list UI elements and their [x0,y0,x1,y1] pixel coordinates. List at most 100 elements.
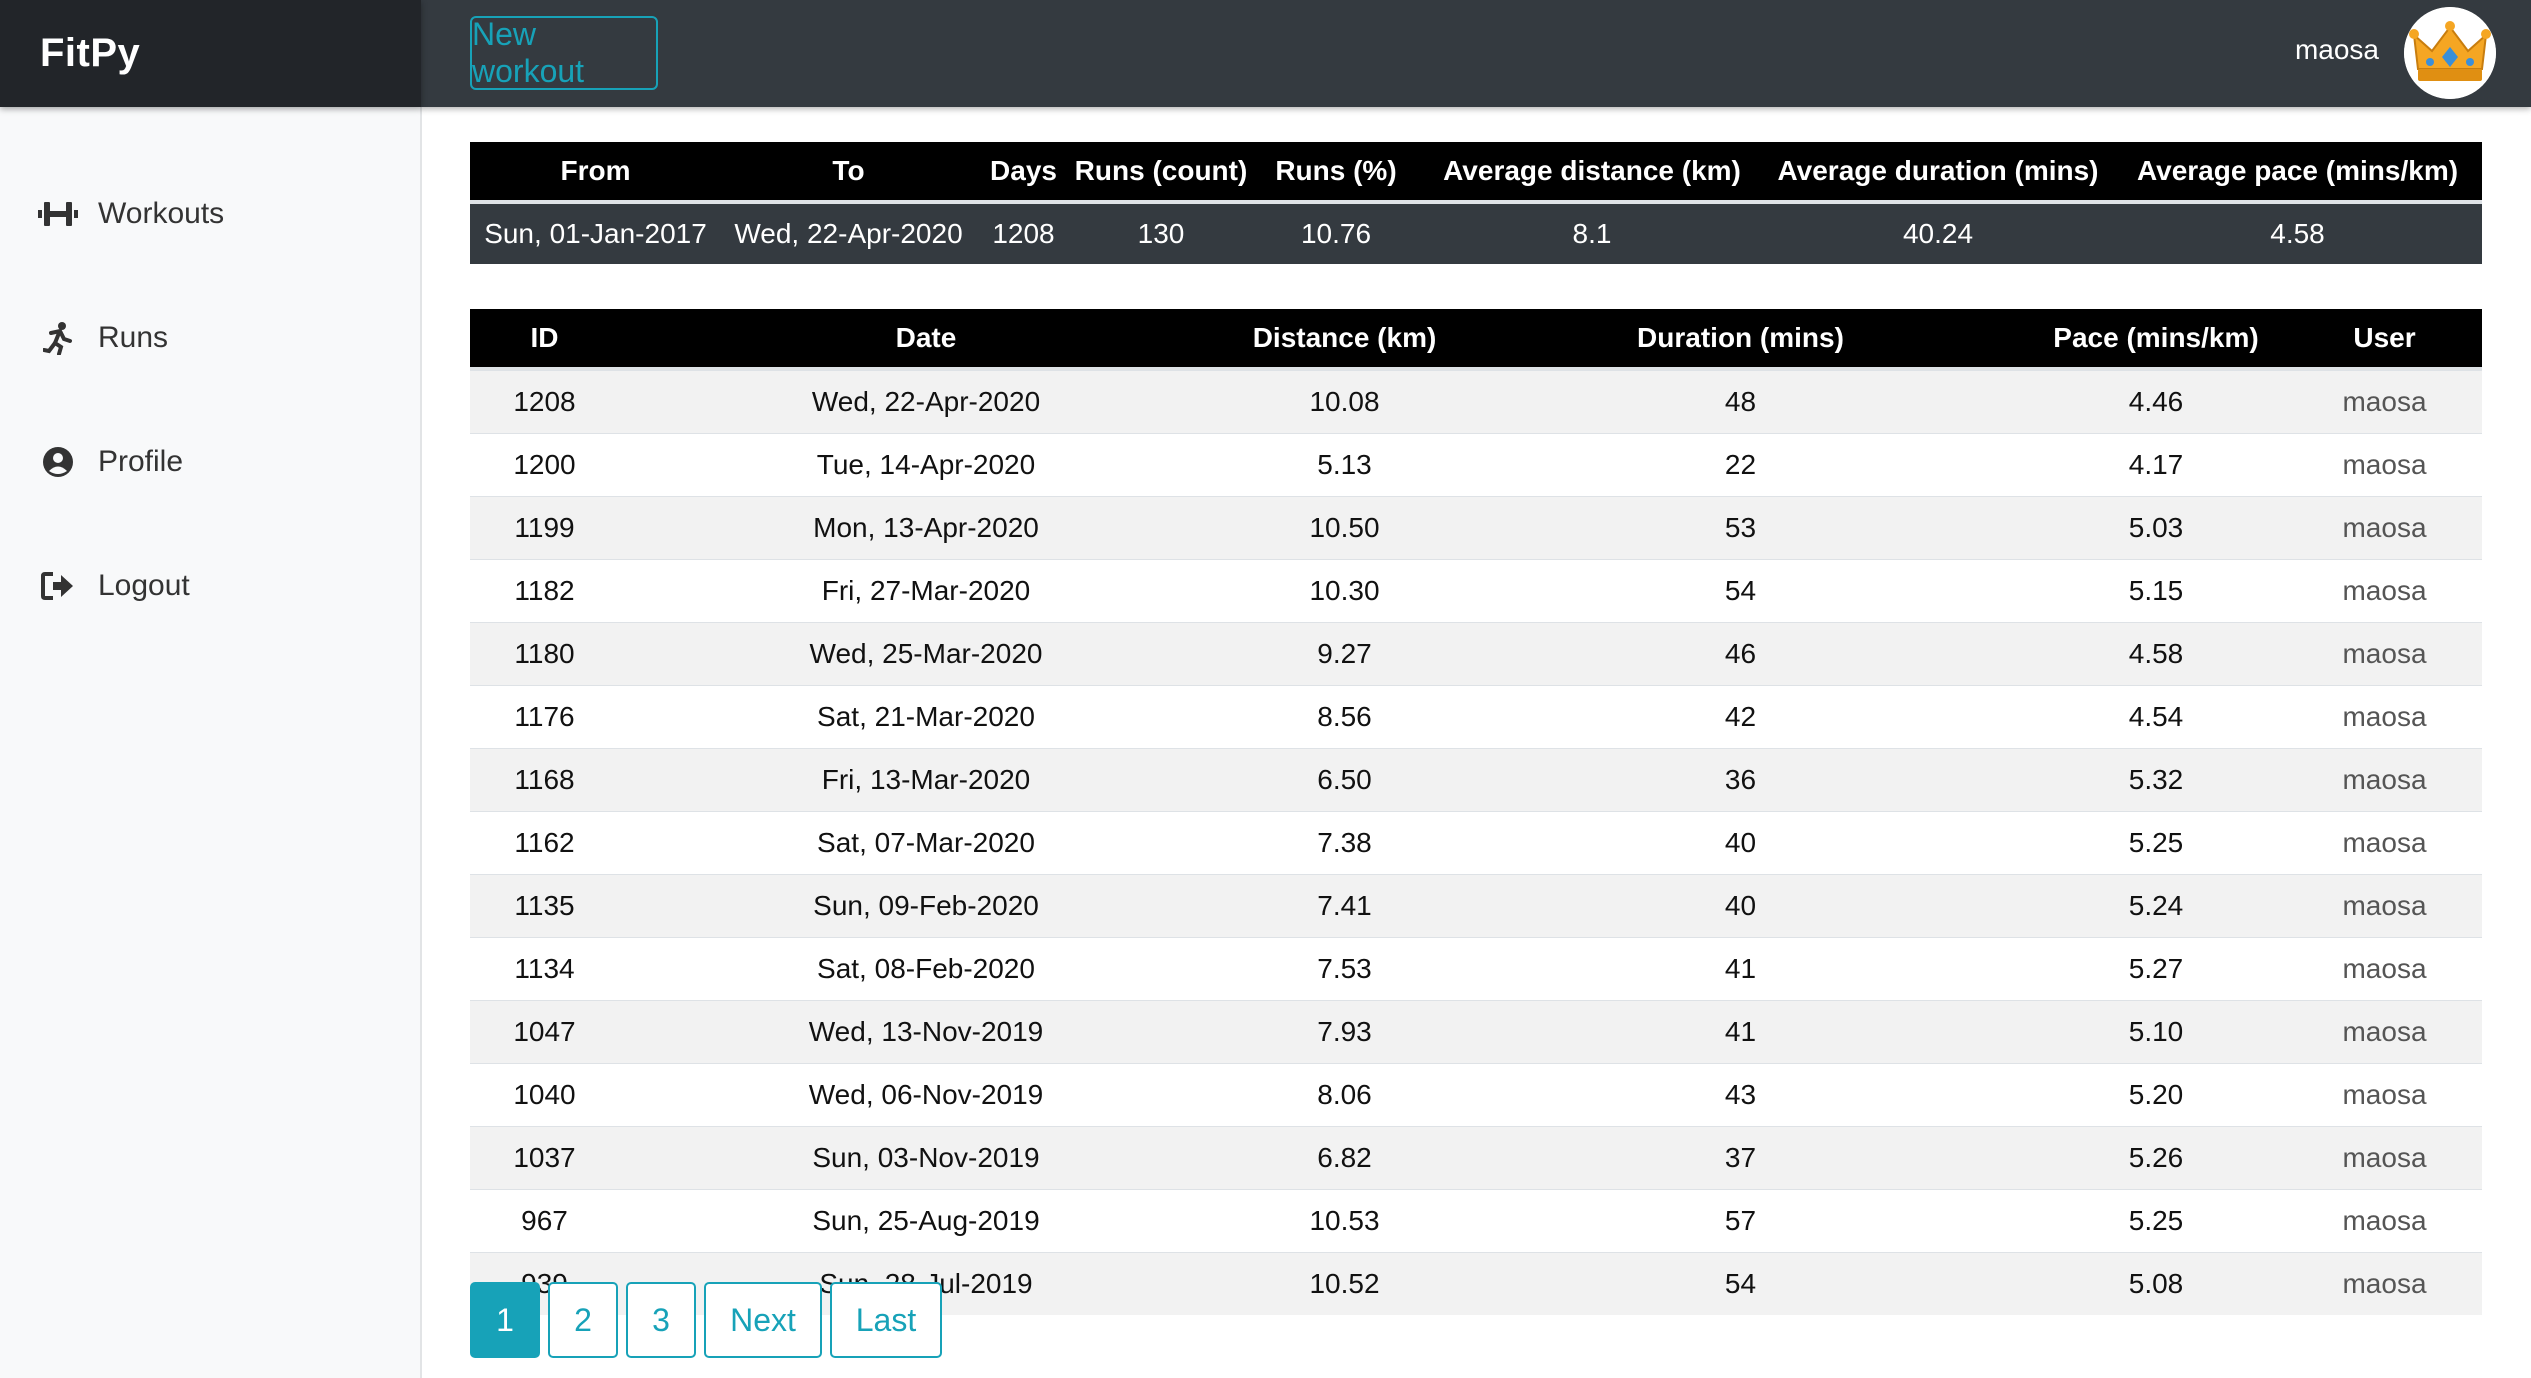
table-cell: 1040 [470,1063,619,1127]
table-cell: maosa [2287,433,2482,497]
table-cell: 5.15 [2025,559,2287,623]
table-cell: maosa [2287,496,2482,560]
column-header: Duration (mins) [1456,309,2025,369]
table-cell: 967 [470,1189,619,1253]
table-cell: 4.46 [2025,367,2287,434]
table-cell: 40 [1456,874,2025,938]
page-button-2[interactable]: 2 [548,1282,618,1358]
table-cell: Wed, 13-Nov-2019 [619,1000,1233,1064]
table-cell: 5.26 [2025,1126,2287,1190]
table-cell: 1182 [470,559,619,623]
table-cell: maosa [2287,1252,2482,1315]
table-cell: 54 [1456,559,2025,623]
table-cell: 22 [1456,433,2025,497]
summary-row: Sun, 01-Jan-2017 Wed, 22-Apr-2020 1208 1… [470,200,2482,264]
table-cell: 5.32 [2025,748,2287,812]
table-cell: 8.56 [1233,685,1456,749]
dumbbell-icon [38,197,78,231]
table-row[interactable]: 1047 Wed, 13-Nov-2019 7.93 41 5.10 maosa [470,1000,2482,1064]
table-cell: 54 [1456,1252,2025,1315]
table-cell: 1047 [470,1000,619,1064]
table-cell: 9.27 [1233,622,1456,686]
running-icon [38,321,78,355]
last-page-button[interactable]: Last [830,1282,942,1358]
table-row[interactable]: 1135 Sun, 09-Feb-2020 7.41 40 5.24 maosa [470,874,2482,938]
table-row[interactable]: 1176 Sat, 21-Mar-2020 8.56 42 4.54 maosa [470,685,2482,749]
sidebar-item-label: Logout [98,569,190,602]
summary-cell: 10.76 [1251,200,1421,264]
table-row[interactable]: 1134 Sat, 08-Feb-2020 7.53 41 5.27 maosa [470,937,2482,1001]
table-row[interactable]: 967 Sun, 25-Aug-2019 10.53 57 5.25 maosa [470,1189,2482,1253]
table-cell: maosa [2287,685,2482,749]
table-cell: 8.06 [1233,1063,1456,1127]
summary-table: From To Days Runs (count) Runs (%) Avera… [470,142,2482,264]
summary-cell: Wed, 22-Apr-2020 [721,200,976,264]
column-header: Distance (km) [1233,309,1456,369]
table-cell: 53 [1456,496,2025,560]
page-button-3[interactable]: 3 [626,1282,696,1358]
table-cell: maosa [2287,1063,2482,1127]
table-row[interactable]: 1180 Wed, 25-Mar-2020 9.27 46 4.58 maosa [470,622,2482,686]
table-cell: 5.24 [2025,874,2287,938]
column-header: From [470,142,721,202]
table-row[interactable]: 1199 Mon, 13-Apr-2020 10.50 53 5.03 maosa [470,496,2482,560]
column-header: Runs (%) [1251,142,1421,202]
table-cell: maosa [2287,1189,2482,1253]
table-cell: maosa [2287,1000,2482,1064]
column-header: Average pace (mins/km) [2113,142,2482,202]
pagination: 1 2 3 Next Last [470,1282,950,1358]
table-cell: 10.50 [1233,496,1456,560]
table-row[interactable]: 1037 Sun, 03-Nov-2019 6.82 37 5.26 maosa [470,1126,2482,1190]
summary-cell: 1208 [976,200,1071,264]
column-header: Runs (count) [1071,142,1251,202]
summary-header-row: From To Days Runs (count) Runs (%) Avera… [470,142,2482,202]
table-row[interactable]: 1168 Fri, 13-Mar-2020 6.50 36 5.32 maosa [470,748,2482,812]
new-workout-button[interactable]: New workout [470,16,658,90]
table-cell: 41 [1456,1000,2025,1064]
table-cell: 5.03 [2025,496,2287,560]
column-header: Date [619,309,1233,369]
table-cell: 7.41 [1233,874,1456,938]
summary-cell: 4.58 [2113,200,2482,264]
table-cell: 57 [1456,1189,2025,1253]
summary-cell: Sun, 01-Jan-2017 [470,200,721,264]
table-cell: maosa [2287,367,2482,434]
table-cell: 1180 [470,622,619,686]
table-cell: Sat, 08-Feb-2020 [619,937,1233,1001]
table-cell: maosa [2287,1126,2482,1190]
sidebar-item-workouts[interactable]: Workouts [38,197,224,231]
table-row[interactable]: 1208 Wed, 22-Apr-2020 10.08 48 4.46 maosa [470,367,2482,434]
brand-logo[interactable]: FitPy [40,31,141,75]
table-cell: maosa [2287,811,2482,875]
top-navbar: New workout maosa [421,0,2531,107]
table-cell: Sat, 07-Mar-2020 [619,811,1233,875]
summary-cell: 40.24 [1763,200,2113,264]
table-row[interactable]: 1200 Tue, 14-Apr-2020 5.13 22 4.17 maosa [470,433,2482,497]
table-cell: maosa [2287,559,2482,623]
table-cell: 5.08 [2025,1252,2287,1315]
column-header: User [2287,309,2482,369]
column-header: Average distance (km) [1421,142,1763,202]
table-cell: 1037 [470,1126,619,1190]
sidebar-item-logout[interactable]: Logout [38,569,190,603]
user-circle-icon [38,445,78,479]
crown-avatar-icon[interactable] [2404,7,2496,99]
sidebar-item-label: Workouts [98,197,225,230]
column-header: To [721,142,976,202]
sidebar-item-profile[interactable]: Profile [38,445,183,479]
table-cell: 1200 [470,433,619,497]
username-label[interactable]: maosa [2294,34,2379,65]
table-row[interactable]: 1040 Wed, 06-Nov-2019 8.06 43 5.20 maosa [470,1063,2482,1127]
table-cell: 5.10 [2025,1000,2287,1064]
table-row[interactable]: 1182 Fri, 27-Mar-2020 10.30 54 5.15 maosa [470,559,2482,623]
table-row[interactable]: 1162 Sat, 07-Mar-2020 7.38 40 5.25 maosa [470,811,2482,875]
table-cell: Fri, 13-Mar-2020 [619,748,1233,812]
table-cell: 1176 [470,685,619,749]
page-button-1[interactable]: 1 [470,1282,540,1358]
table-cell: Mon, 13-Apr-2020 [619,496,1233,560]
runs-table: ID Date Distance (km) Duration (mins) Pa… [470,309,2482,1315]
sidebar-item-runs[interactable]: Runs [38,321,168,355]
table-cell: 37 [1456,1126,2025,1190]
next-page-button[interactable]: Next [704,1282,822,1358]
table-cell: maosa [2287,937,2482,1001]
